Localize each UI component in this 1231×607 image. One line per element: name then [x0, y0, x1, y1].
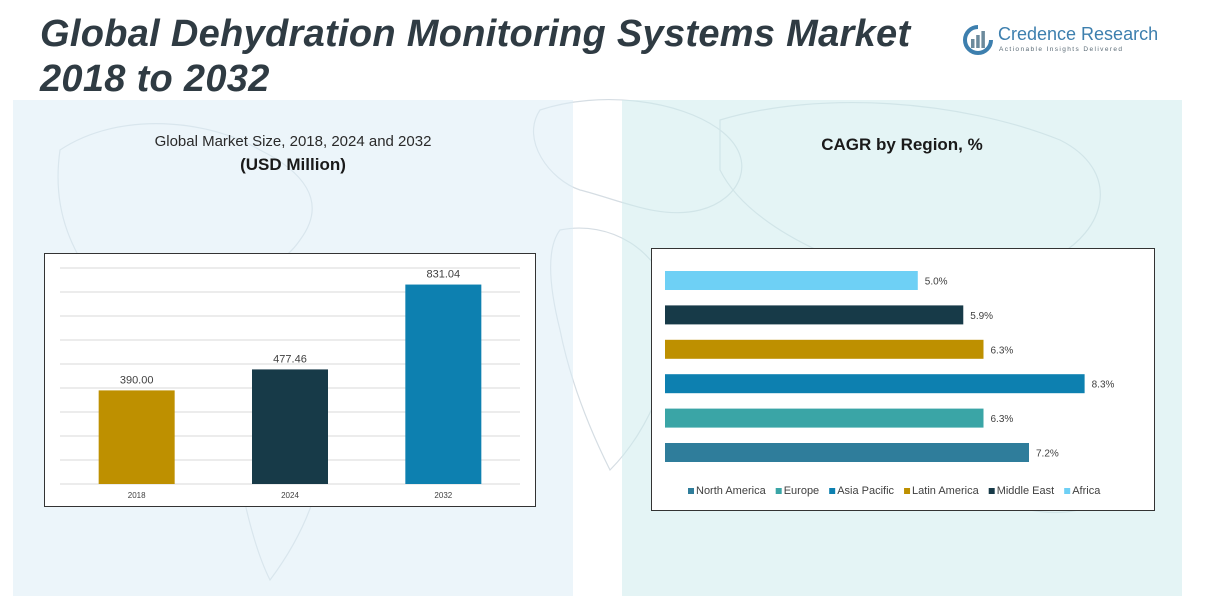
- title-line-1: Global Dehydration Monitoring Systems Ma…: [40, 13, 911, 55]
- bar-middle-east: [665, 305, 964, 325]
- market-size-subtitle: Global Market Size, 2018, 2024 and 2032: [154, 133, 432, 150]
- bar-latin-america: [665, 339, 984, 359]
- bar-value-label: 5.9%: [970, 311, 993, 322]
- market-size-unit: (USD Million): [240, 155, 346, 174]
- bar-value-label: 6.3%: [991, 414, 1014, 425]
- logo-tagline: Actionable Insights Delivered: [999, 46, 1124, 53]
- legend-swatch: [775, 488, 782, 494]
- bar-asia-pacific: [665, 374, 1085, 394]
- cagr-title: CAGR by Region, %: [821, 135, 983, 154]
- market-size-bar-chart: 390.00 2018 477.46 2024 831.04 2032: [60, 267, 520, 500]
- legend-label: Asia Pacific: [837, 485, 894, 497]
- bar-value-label: 5.0%: [925, 277, 948, 288]
- bar-value-label: 477.46: [273, 353, 307, 365]
- logo-icon: [963, 25, 993, 55]
- x-tick-label: 2024: [281, 491, 299, 500]
- legend-label: Latin America: [912, 485, 980, 497]
- bar-value-label: 390.00: [120, 374, 154, 386]
- legend-swatch: [829, 488, 836, 494]
- cagr-chart: 5.0% 5.9% 6.3% 8.3% 6.3% 7.2% North America Eur…: [651, 248, 1155, 511]
- legend-label: Middle East: [997, 485, 1054, 497]
- credence-research-logo: Credence Research Actionable Insights De…: [962, 22, 1162, 62]
- bar-value-label: 831.04: [427, 269, 461, 281]
- legend-label: Africa: [1072, 485, 1101, 497]
- legend-swatch: [904, 488, 911, 494]
- bar-africa: [665, 271, 918, 290]
- bar-value-label: 8.3%: [1092, 380, 1115, 391]
- x-tick-label: 2018: [128, 491, 146, 500]
- legend-swatch: [1064, 488, 1071, 494]
- bar-europe: [665, 408, 984, 428]
- page-title: Global Dehydration Monitoring Systems Ma…: [40, 12, 940, 102]
- bar-2032: [405, 284, 482, 484]
- bar-2024: [252, 369, 328, 484]
- title-line-2: 2018 to 2032: [40, 58, 270, 100]
- logo-name: Credence Research: [998, 24, 1159, 44]
- market-size-chart: 390.00 2018 477.46 2024 831.04 2032: [44, 253, 536, 507]
- bar-value-label: 6.3%: [991, 345, 1014, 356]
- legend-label: Europe: [784, 485, 819, 497]
- legend-swatch: [988, 488, 995, 494]
- legend-swatch: [688, 488, 694, 494]
- bar-north-america: [665, 443, 1029, 462]
- bar-2018: [98, 390, 175, 484]
- legend-label: North America: [696, 485, 767, 497]
- x-tick-label: 2032: [434, 491, 452, 500]
- bar-value-label: 7.2%: [1036, 449, 1059, 460]
- cagr-bar-chart: 5.0% 5.9% 6.3% 8.3% 6.3% 7.2% North America Eur…: [665, 271, 1115, 497]
